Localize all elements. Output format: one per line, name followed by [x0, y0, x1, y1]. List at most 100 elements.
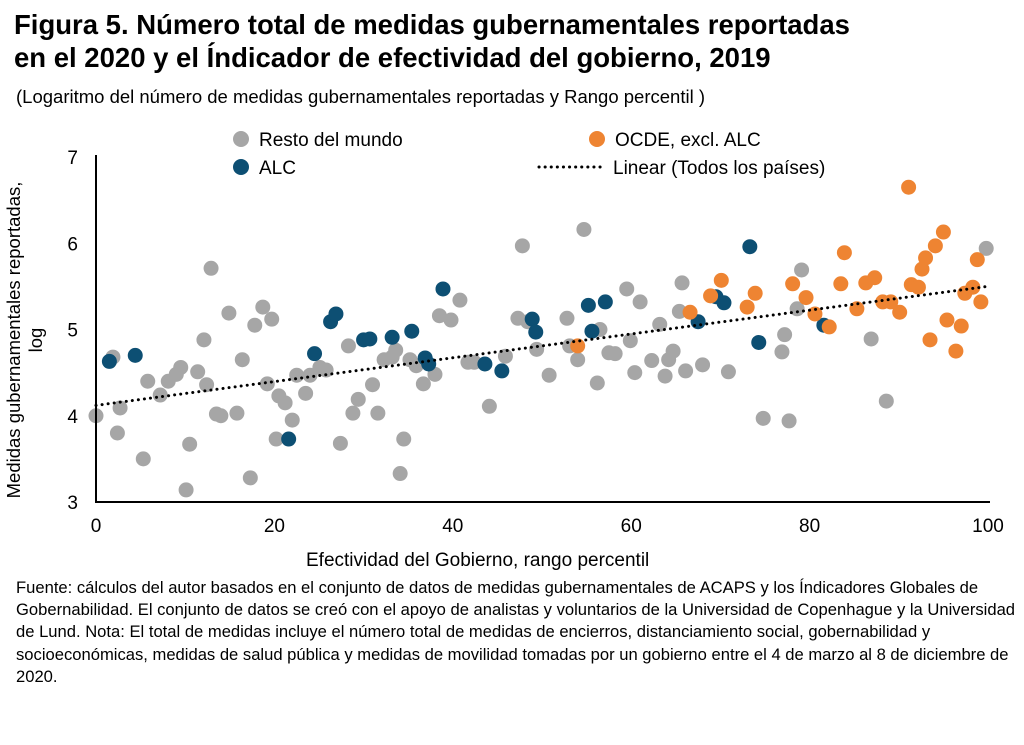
data-point-resto [199, 377, 215, 393]
title-line-1: Figura 5. Número total de medidas gubern… [14, 9, 850, 40]
x-axis-label: Efectividad del Gobierno, rango percenti… [306, 550, 650, 571]
data-point-alc [580, 297, 596, 313]
data-point-resto [755, 410, 771, 426]
data-point-resto [781, 413, 797, 429]
data-point-resto [529, 341, 545, 357]
data-point-ocde [836, 245, 852, 261]
data-point-resto [140, 373, 156, 389]
data-point-resto [415, 376, 431, 392]
x-tick-label: 80 [799, 516, 820, 537]
data-point-resto [607, 346, 623, 362]
data-point-resto [878, 393, 894, 409]
data-point-resto [255, 299, 271, 315]
data-point-ocde [953, 318, 969, 334]
data-point-ocde [935, 224, 951, 240]
data-point-alc [127, 347, 143, 363]
data-point-resto [627, 365, 643, 381]
legend-marker-alc [233, 159, 249, 175]
data-point-ocde [739, 299, 755, 315]
data-point-resto [657, 368, 673, 384]
legend-label-resto: Resto del mundo [259, 130, 403, 151]
x-tick-label: 40 [442, 516, 463, 537]
data-point-resto [190, 364, 206, 380]
data-points [88, 179, 994, 498]
data-point-resto [229, 405, 245, 421]
data-point-resto [173, 359, 189, 375]
data-point-resto [678, 363, 694, 379]
data-point-resto [340, 338, 356, 354]
data-point-resto [196, 332, 212, 348]
data-point-alc [421, 356, 437, 372]
data-point-resto [431, 308, 447, 324]
data-point-resto [277, 395, 293, 411]
data-point-ocde [713, 272, 729, 288]
data-point-resto [443, 312, 459, 328]
data-point-ocde [910, 279, 926, 295]
y-tick-label: 7 [67, 148, 78, 169]
data-point-alc [281, 431, 297, 447]
data-point-ocde [747, 285, 763, 301]
data-point-resto [452, 292, 468, 308]
data-point-resto [152, 387, 168, 403]
data-point-resto [178, 482, 194, 498]
data-point-resto [370, 405, 386, 421]
data-point-resto [695, 357, 711, 373]
data-point-resto [589, 375, 605, 391]
data-point-resto [182, 436, 198, 452]
data-point-alc [477, 356, 493, 372]
data-point-alc [528, 324, 544, 340]
data-point-alc [494, 363, 510, 379]
data-point-resto [259, 376, 275, 392]
data-point-resto [213, 408, 229, 424]
data-point-resto [863, 331, 879, 347]
data-point-ocde [948, 343, 964, 359]
data-point-ocde [901, 179, 917, 195]
data-point-resto [247, 317, 263, 333]
data-point-resto [396, 431, 412, 447]
data-point-ocde [867, 270, 883, 286]
data-point-ocde [969, 252, 985, 268]
data-point-resto [284, 412, 300, 428]
data-point-alc [435, 281, 451, 297]
data-point-alc [742, 239, 758, 255]
data-point-alc [597, 294, 613, 310]
data-point-ocde [892, 304, 908, 320]
legend-marker-ocde [589, 131, 605, 147]
data-point-ocde [807, 306, 823, 322]
chart-subtitle: (Logaritmo del número de medidas guberna… [16, 86, 705, 107]
data-point-resto [318, 362, 334, 378]
data-point-resto [541, 367, 557, 383]
data-point-resto [514, 238, 530, 254]
data-point-resto [298, 385, 314, 401]
data-point-alc [404, 323, 420, 339]
data-point-resto [365, 377, 381, 393]
chart-title: Figura 5. Número total de medidas gubern… [14, 8, 1014, 74]
data-point-ocde [821, 319, 837, 335]
data-point-resto [774, 344, 790, 360]
x-tick-label: 20 [264, 516, 285, 537]
data-point-resto [619, 281, 635, 297]
x-tick-label: 100 [972, 516, 1004, 537]
data-point-resto [242, 470, 258, 486]
data-point-resto [789, 301, 805, 317]
x-tick-label: 0 [91, 516, 102, 537]
data-point-resto [350, 391, 366, 407]
legend-marker-resto [233, 131, 249, 147]
data-point-ocde [939, 312, 955, 328]
data-point-resto [665, 343, 681, 359]
data-point-ocde [922, 332, 938, 348]
data-point-resto [268, 431, 284, 447]
data-point-alc [584, 323, 600, 339]
data-point-ocde [973, 294, 989, 310]
data-point-ocde [927, 238, 943, 254]
data-point-resto [332, 435, 348, 451]
data-point-ocde [703, 288, 719, 304]
data-point-resto [570, 352, 586, 368]
data-point-ocde [570, 338, 586, 354]
data-point-resto [264, 311, 280, 327]
data-point-alc [328, 306, 344, 322]
data-point-resto [221, 305, 237, 321]
data-point-resto [234, 352, 250, 368]
data-point-alc [716, 295, 732, 311]
